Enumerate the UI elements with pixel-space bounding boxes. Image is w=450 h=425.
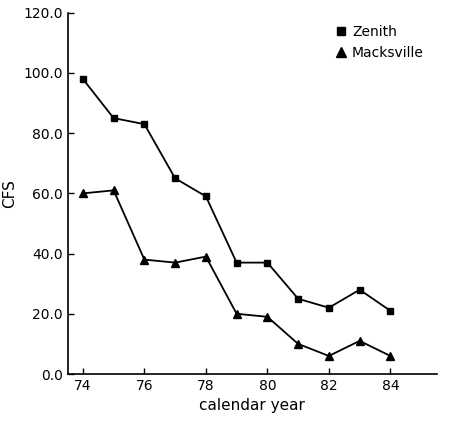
Zenith bbox=[111, 116, 116, 121]
Legend: Zenith, Macksville: Zenith, Macksville bbox=[330, 20, 430, 66]
Y-axis label: CFS: CFS bbox=[3, 179, 18, 208]
Macksville bbox=[203, 254, 209, 259]
Macksville bbox=[111, 188, 116, 193]
Zenith bbox=[265, 260, 270, 265]
Zenith bbox=[172, 176, 178, 181]
Zenith bbox=[357, 287, 362, 292]
Macksville bbox=[172, 260, 178, 265]
Macksville bbox=[388, 354, 393, 359]
Macksville bbox=[80, 191, 86, 196]
Macksville bbox=[295, 341, 301, 346]
X-axis label: calendar year: calendar year bbox=[199, 398, 305, 414]
Zenith bbox=[295, 296, 301, 301]
Macksville bbox=[142, 257, 147, 262]
Macksville bbox=[326, 354, 332, 359]
Line: Zenith: Zenith bbox=[79, 76, 394, 314]
Macksville bbox=[265, 314, 270, 319]
Zenith bbox=[234, 260, 239, 265]
Zenith bbox=[80, 76, 86, 82]
Zenith bbox=[142, 122, 147, 127]
Macksville bbox=[234, 311, 239, 316]
Zenith bbox=[388, 308, 393, 313]
Zenith bbox=[326, 305, 332, 310]
Macksville bbox=[357, 338, 362, 343]
Line: Macksville: Macksville bbox=[79, 186, 395, 360]
Zenith bbox=[203, 194, 209, 199]
